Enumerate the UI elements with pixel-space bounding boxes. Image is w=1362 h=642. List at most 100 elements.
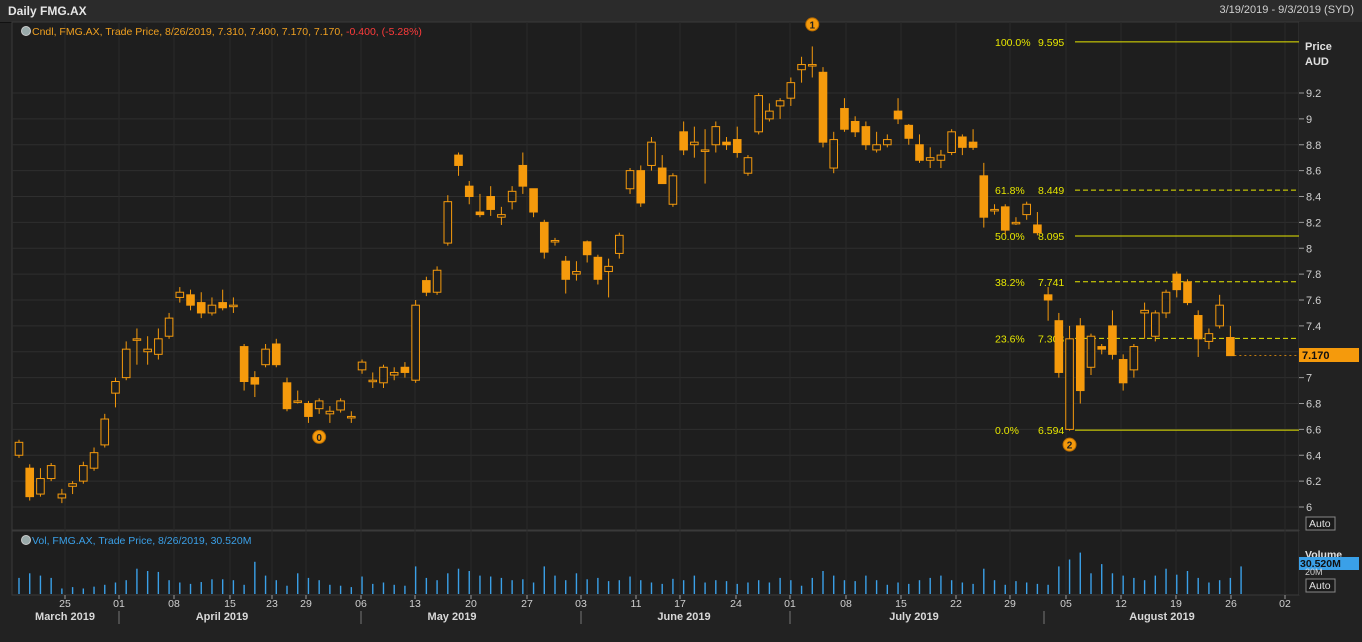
candle[interactable]	[389, 367, 399, 381]
candle[interactable]	[1215, 294, 1224, 329]
candle[interactable]	[336, 398, 345, 413]
candle[interactable]	[132, 328, 142, 365]
candle[interactable]	[79, 461, 88, 484]
candle[interactable]	[818, 67, 828, 148]
candle[interactable]	[904, 124, 914, 145]
candle[interactable]	[154, 328, 163, 360]
candle[interactable]	[754, 93, 763, 135]
candle[interactable]	[400, 362, 410, 378]
volume-legend-icon[interactable]	[21, 535, 31, 545]
candle[interactable]	[893, 98, 903, 125]
candle[interactable]	[196, 292, 206, 319]
candle[interactable]	[164, 312, 174, 339]
candle[interactable]	[475, 193, 485, 218]
candle[interactable]	[1129, 343, 1139, 378]
candle[interactable]	[722, 136, 731, 150]
candle[interactable]	[636, 165, 646, 207]
candle[interactable]	[518, 152, 528, 194]
candle[interactable]	[121, 341, 131, 381]
candle[interactable]	[100, 413, 110, 448]
candle[interactable]	[700, 129, 710, 184]
candle[interactable]	[443, 195, 453, 246]
candle[interactable]	[1011, 217, 1021, 225]
candle[interactable]	[872, 131, 881, 153]
candle[interactable]	[968, 129, 978, 150]
candle[interactable]	[175, 287, 185, 303]
candle[interactable]	[261, 343, 270, 368]
candle[interactable]	[239, 343, 249, 391]
candle[interactable]	[529, 188, 538, 218]
candle[interactable]	[143, 336, 152, 365]
candle[interactable]	[936, 149, 946, 169]
volume-auto-button[interactable]	[1305, 578, 1336, 593]
candle[interactable]	[186, 289, 195, 311]
candle[interactable]	[229, 297, 238, 313]
candle[interactable]	[36, 468, 45, 497]
candle[interactable]	[807, 46, 817, 78]
candle[interactable]	[647, 136, 656, 171]
candle[interactable]	[497, 206, 506, 225]
candle[interactable]	[947, 129, 956, 156]
candle[interactable]	[314, 398, 324, 414]
candle[interactable]	[786, 77, 796, 106]
candle[interactable]	[732, 126, 742, 158]
price-auto-button[interactable]	[1305, 516, 1336, 531]
candle[interactable]	[765, 103, 774, 122]
candle[interactable]	[539, 219, 549, 259]
candle[interactable]	[668, 173, 678, 207]
candle[interactable]	[1151, 310, 1160, 342]
candle[interactable]	[979, 162, 989, 228]
candle[interactable]	[1075, 318, 1085, 404]
price-legend-icon[interactable]	[21, 26, 31, 36]
candle[interactable]	[507, 186, 517, 210]
candle[interactable]	[1043, 287, 1053, 321]
candle[interactable]	[861, 121, 871, 150]
candle[interactable]	[850, 116, 860, 137]
candle[interactable]	[1000, 204, 1010, 236]
candle[interactable]	[561, 256, 571, 294]
price-axis-area[interactable]	[1299, 22, 1362, 530]
candle[interactable]	[304, 400, 313, 423]
candle[interactable]	[1022, 201, 1031, 220]
candle[interactable]	[368, 372, 378, 388]
candle[interactable]	[464, 180, 474, 205]
candle[interactable]	[604, 258, 613, 298]
price-panel[interactable]	[11, 21, 1300, 531]
candle[interactable]	[422, 276, 431, 297]
candle[interactable]	[625, 168, 635, 194]
candle[interactable]	[411, 300, 420, 383]
candle[interactable]	[1086, 333, 1096, 376]
candle[interactable]	[743, 155, 753, 176]
candle[interactable]	[915, 134, 924, 163]
candle[interactable]	[840, 98, 849, 132]
candle[interactable]	[14, 439, 24, 458]
candle[interactable]	[89, 447, 99, 471]
candle[interactable]	[218, 289, 227, 311]
candle[interactable]	[325, 406, 335, 423]
candle[interactable]	[1204, 328, 1214, 350]
candle[interactable]	[1172, 271, 1182, 298]
candle[interactable]	[271, 338, 281, 368]
candle[interactable]	[1183, 279, 1192, 306]
candle[interactable]	[958, 134, 967, 156]
candle[interactable]	[1140, 302, 1149, 339]
candle[interactable]	[615, 232, 624, 259]
candle[interactable]	[282, 377, 292, 412]
wave-marker[interactable]: 2	[1062, 437, 1077, 452]
candle[interactable]	[550, 237, 560, 246]
wave-marker[interactable]: 0	[312, 429, 327, 444]
candle[interactable]	[68, 481, 77, 495]
candle[interactable]	[1226, 325, 1235, 357]
candle[interactable]	[1097, 343, 1107, 355]
candle[interactable]	[690, 126, 699, 158]
candle[interactable]	[883, 134, 892, 148]
candle[interactable]	[711, 121, 721, 153]
candle[interactable]	[25, 464, 35, 501]
candle[interactable]	[797, 56, 806, 83]
candle[interactable]	[46, 463, 56, 482]
candle[interactable]	[57, 488, 67, 504]
candle[interactable]	[1118, 354, 1128, 391]
candle[interactable]	[925, 147, 935, 169]
candle[interactable]	[111, 377, 120, 408]
